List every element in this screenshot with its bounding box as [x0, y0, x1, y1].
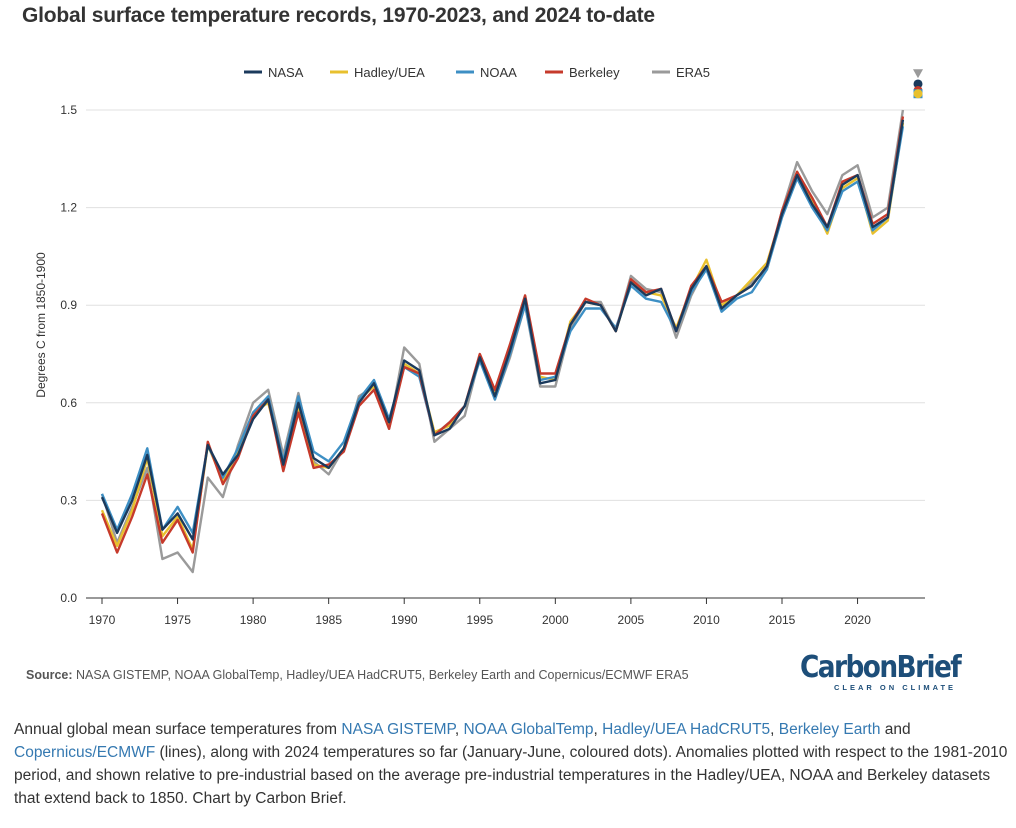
series-lines [100, 109, 905, 574]
x-tick-label: 2010 [693, 613, 720, 627]
chart-area: 0.0 0.3 0.6 0.9 1.2 1.5 1970 1975 1980 1985 1990 19… [34, 65, 925, 627]
link-noaa-globaltemp[interactable]: NOAA GlobalTemp [463, 721, 594, 738]
x-tick-label: 1980 [240, 613, 267, 627]
y-tick-label: 0.3 [60, 493, 77, 507]
series-line-nasa [100, 119, 905, 541]
caption-sep: , [454, 721, 464, 738]
points-2024 [913, 69, 923, 99]
series-line-hadley-uea [100, 122, 905, 551]
legend-label-hadley-uea: Hadley/UEA [354, 65, 425, 80]
source-text: NASA GISTEMP, NOAA GlobalTemp, Hadley/UE… [76, 668, 689, 682]
series-line-berkeley [100, 116, 905, 554]
legend-label-nasa: NASA [268, 65, 304, 80]
caption-sep: , [770, 721, 779, 738]
x-tick-label: 1970 [89, 613, 116, 627]
chart-title: Global surface temperature records, 1970… [22, 4, 655, 27]
caption-sep: and [880, 721, 911, 738]
caption: Annual global mean surface temperatures … [14, 718, 1009, 810]
y-tick-label: 0.9 [60, 298, 77, 312]
source-note: Source: NASA GISTEMP, NOAA GlobalTemp, H… [26, 668, 689, 682]
x-tick-label: 1975 [164, 613, 191, 627]
series-line-era5 [100, 109, 905, 574]
logo-wordmark: CarbonBrief [800, 650, 962, 685]
legend-label-era5: ERA5 [676, 65, 710, 80]
link-hadley-hadcrut5[interactable]: Hadley/UEA HadCRUT5 [602, 721, 771, 738]
link-berkeley-earth[interactable]: Berkeley Earth [778, 721, 881, 738]
legend-label-noaa: NOAA [480, 65, 517, 80]
x-tick-label: 2020 [844, 613, 871, 627]
point-2024-era5 [913, 69, 923, 79]
y-axis-label: Degrees C from 1850-1900 [34, 252, 48, 398]
caption-text-rest: (lines), along with 2024 temperatures so… [14, 744, 1008, 807]
x-tick-label: 2005 [618, 613, 645, 627]
link-nasa-gistemp[interactable]: NASA GISTEMP [341, 721, 455, 738]
x-tick-label: 2000 [542, 613, 569, 627]
x-tick-label: 1990 [391, 613, 418, 627]
legend-label-berkeley: Berkeley [569, 65, 620, 80]
caption-text: Annual global mean surface temperatures … [14, 721, 342, 738]
point-2024-nasa [913, 79, 923, 89]
y-tick-label: 1.2 [60, 201, 77, 215]
y-tick-label: 0.0 [60, 591, 77, 605]
carbonbrief-logo[interactable]: CarbonBrief CLEAR ON CLIMATE [800, 650, 962, 693]
y-tick-label: 1.5 [60, 103, 77, 117]
link-copernicus-ecmwf[interactable]: Copernicus/ECMWF [14, 744, 156, 761]
x-tick-label: 1985 [315, 613, 342, 627]
x-tick-label: 1995 [466, 613, 493, 627]
x-tick-label: 2015 [769, 613, 796, 627]
legend: NASA Hadley/UEA NOAA Berkeley ERA5 [244, 65, 710, 80]
logo-tagline: CLEAR ON CLIMATE [834, 683, 957, 692]
point-2024-hadley-uea [913, 89, 923, 99]
y-tick-label: 0.6 [60, 396, 77, 410]
caption-sep: , [593, 721, 603, 738]
source-label: Source: [26, 668, 73, 682]
axes: 0.0 0.3 0.6 0.9 1.2 1.5 1970 1975 1980 1985 1990 19… [60, 103, 925, 627]
